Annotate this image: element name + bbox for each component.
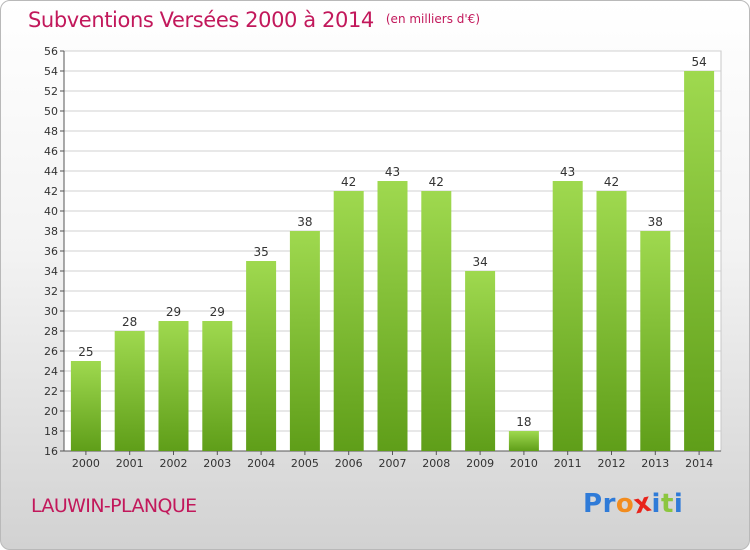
- logo-letter: o: [615, 489, 635, 519]
- proxiti-logo: Proxiti: [583, 488, 684, 521]
- logo-letter: t: [660, 489, 674, 519]
- bar: [289, 231, 320, 451]
- x-tick-label: 2005: [291, 457, 319, 470]
- commune-name: LAUWIN-PLANQUE: [31, 495, 197, 517]
- y-tick-label: 24: [44, 365, 58, 378]
- x-tick-label: 2008: [422, 457, 450, 470]
- bar: [377, 181, 408, 451]
- bar-value-label: 25: [78, 345, 93, 359]
- chart-title-text: Subventions Versées 2000 à 2014: [28, 8, 374, 32]
- x-tick-label: 2001: [116, 457, 144, 470]
- y-tick-label: 48: [44, 125, 58, 138]
- bar-value-label: 28: [122, 315, 137, 329]
- y-tick-label: 54: [44, 65, 58, 78]
- bar: [114, 331, 145, 451]
- y-tick-label: 40: [44, 205, 58, 218]
- y-tick-label: 16: [44, 445, 58, 458]
- x-tick-label: 2013: [641, 457, 669, 470]
- chart-title: Subventions Versées 2000 à 2014 (en milli…: [28, 8, 480, 32]
- x-tick-label: 2000: [72, 457, 100, 470]
- x-tick-label: 2007: [379, 457, 407, 470]
- bar-value-label: 42: [429, 175, 444, 189]
- x-tick-label: 2011: [554, 457, 582, 470]
- logo-letter: r: [602, 489, 616, 519]
- y-tick-label: 18: [44, 425, 58, 438]
- logo-letter: i: [651, 489, 661, 519]
- y-tick-label: 36: [44, 245, 58, 258]
- x-tick-label: 2010: [510, 457, 538, 470]
- logo-letter: i: [673, 489, 684, 519]
- x-tick-label: 2014: [685, 457, 713, 470]
- y-tick-label: 46: [44, 145, 58, 158]
- bar-value-label: 42: [341, 175, 356, 189]
- bar: [508, 431, 539, 451]
- y-tick-label: 50: [44, 105, 58, 118]
- bar-value-label: 38: [648, 215, 663, 229]
- y-tick-label: 56: [44, 45, 58, 58]
- y-tick-label: 30: [44, 305, 58, 318]
- bar-value-label: 43: [385, 165, 400, 179]
- bar: [202, 321, 233, 451]
- y-tick-label: 22: [44, 385, 58, 398]
- bar-value-label: 18: [516, 415, 531, 429]
- chart-unit-text: (en milliers d'€): [385, 12, 480, 26]
- x-tick-label: 2009: [466, 457, 494, 470]
- bar-value-label: 34: [472, 255, 487, 269]
- y-tick-label: 34: [44, 265, 58, 278]
- logo-letter: P: [583, 489, 603, 519]
- x-tick-label: 2006: [335, 457, 363, 470]
- bar: [158, 321, 189, 451]
- x-tick-label: 2002: [160, 457, 188, 470]
- x-tick-label: 2012: [598, 457, 626, 470]
- bar: [246, 261, 277, 451]
- bar-value-label: 43: [560, 165, 575, 179]
- bar-value-label: 35: [253, 245, 268, 259]
- y-tick-label: 44: [44, 165, 58, 178]
- y-tick-label: 38: [44, 225, 58, 238]
- bar: [596, 191, 627, 451]
- y-tick-label: 20: [44, 405, 58, 418]
- y-tick-label: 52: [44, 85, 58, 98]
- y-tick-label: 42: [44, 185, 58, 198]
- bar-value-label: 54: [691, 55, 706, 69]
- bar: [684, 71, 715, 451]
- bar-value-label: 38: [297, 215, 312, 229]
- y-tick-label: 28: [44, 325, 58, 338]
- bar: [465, 271, 496, 451]
- bar: [552, 181, 583, 451]
- bar-value-label: 29: [210, 305, 225, 319]
- y-tick-label: 32: [44, 285, 58, 298]
- bar: [70, 361, 101, 451]
- x-tick-label: 2003: [203, 457, 231, 470]
- bar: [333, 191, 364, 451]
- x-tick-label: 2004: [247, 457, 275, 470]
- bar-value-label: 29: [166, 305, 181, 319]
- y-tick-label: 26: [44, 345, 58, 358]
- bar-value-label: 42: [604, 175, 619, 189]
- bar: [640, 231, 671, 451]
- bar: [421, 191, 452, 451]
